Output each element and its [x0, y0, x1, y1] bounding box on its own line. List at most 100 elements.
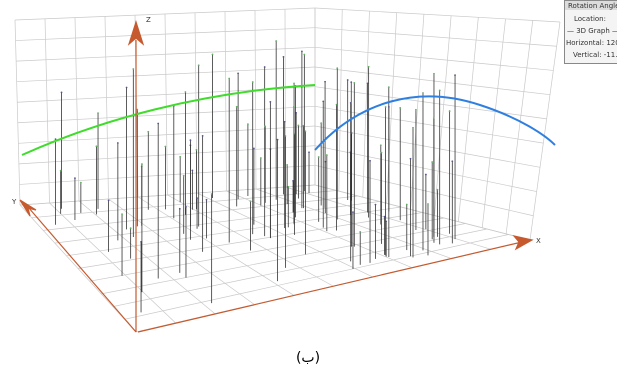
point: [252, 147, 255, 150]
point: [205, 198, 208, 201]
point: [302, 124, 305, 127]
point: [263, 66, 266, 68]
point: [184, 91, 187, 93]
grid-line: [481, 18, 506, 228]
point: [387, 86, 390, 89]
grid-line: [314, 86, 547, 120]
point: [412, 126, 414, 129]
point: [74, 177, 76, 180]
point: [197, 64, 200, 67]
point: [237, 72, 240, 75]
grid-line: [224, 11, 227, 192]
data-sticks: [54, 40, 456, 313]
point: [79, 181, 82, 184]
point: [97, 112, 99, 115]
point: [147, 130, 150, 133]
grid-line: [314, 125, 541, 168]
grid-line: [17, 105, 316, 124]
point: [141, 163, 143, 165]
axis-label-y: Y: [11, 198, 17, 206]
point: [384, 106, 387, 108]
point: [251, 81, 254, 83]
point: [359, 230, 362, 233]
point: [317, 156, 320, 158]
point: [322, 100, 325, 103]
grid-line: [505, 20, 534, 234]
grid-line: [314, 66, 551, 96]
point: [178, 207, 181, 210]
point: [116, 142, 119, 144]
point: [350, 81, 353, 84]
grid-line: [43, 195, 359, 231]
grid-line: [314, 7, 561, 23]
point: [353, 81, 356, 84]
point: [125, 86, 128, 89]
point: [228, 77, 231, 80]
point: [387, 106, 390, 108]
point: [293, 82, 295, 85]
point: [448, 110, 451, 112]
grid-line: [124, 234, 509, 320]
point: [264, 125, 267, 128]
point: [136, 108, 139, 111]
point: [196, 197, 198, 200]
point: [293, 105, 295, 108]
point: [422, 92, 424, 94]
point: [374, 203, 377, 206]
grid-line: [314, 27, 557, 47]
point: [132, 68, 135, 70]
caption: (ب): [296, 350, 320, 366]
grid-line: [338, 9, 343, 192]
point: [129, 227, 132, 230]
point: [191, 169, 194, 172]
grid-line: [16, 66, 316, 83]
point: [367, 65, 370, 68]
trend-curve-blue: [314, 95, 556, 151]
grid-line: [19, 164, 316, 185]
point: [140, 241, 142, 243]
point: [121, 213, 123, 216]
point: [185, 205, 187, 208]
point: [438, 89, 441, 92]
point: [366, 82, 369, 85]
point: [415, 108, 417, 111]
grid-line: [386, 12, 398, 204]
point: [431, 161, 434, 163]
grid-line: [254, 10, 257, 190]
point: [308, 151, 310, 154]
point: [282, 55, 285, 58]
point: [276, 138, 279, 141]
point: [424, 173, 427, 176]
point: [164, 145, 167, 148]
grid-line: [44, 18, 50, 204]
point: [59, 169, 62, 172]
point: [454, 74, 456, 77]
point: [409, 157, 412, 160]
info-box: Rotation Angles Location: — 3D Graph — H…: [564, 0, 617, 64]
point: [107, 199, 110, 202]
axis-label-z: Z: [146, 16, 151, 24]
point: [405, 203, 408, 206]
point: [432, 117, 435, 119]
grid-line: [18, 145, 316, 165]
point: [346, 79, 349, 81]
point: [433, 72, 435, 75]
grid-line: [14, 19, 21, 206]
grid-line: [164, 13, 168, 196]
point: [249, 200, 252, 203]
point: [54, 138, 57, 141]
info-horizontal: Horizontal: 120: [566, 39, 617, 47]
point: [297, 124, 300, 127]
point: [211, 53, 214, 56]
point: [247, 123, 249, 126]
point: [383, 215, 386, 218]
point: [303, 53, 306, 56]
point: [379, 144, 382, 147]
grid-line: [104, 16, 109, 200]
point: [301, 50, 303, 53]
point: [201, 134, 204, 137]
grid-line: [314, 46, 554, 71]
point: [451, 160, 454, 163]
point: [325, 154, 328, 156]
